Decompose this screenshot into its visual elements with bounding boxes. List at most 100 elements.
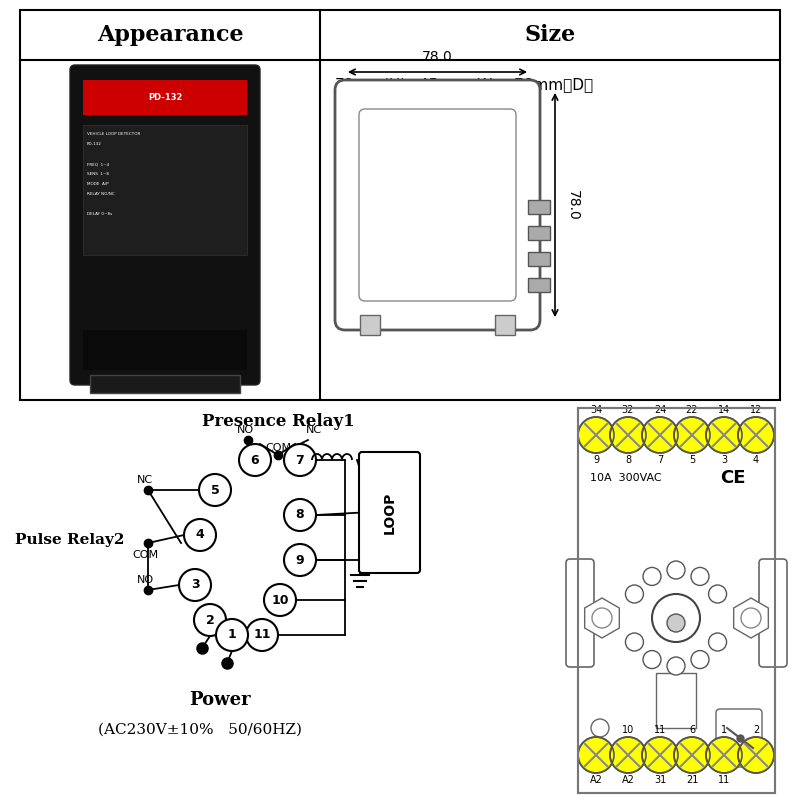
Text: COM: COM [265, 443, 291, 453]
Text: COM: COM [132, 550, 158, 560]
FancyBboxPatch shape [79, 74, 251, 376]
Text: 4: 4 [753, 455, 759, 465]
Text: 2: 2 [206, 614, 214, 626]
Text: 3: 3 [190, 578, 199, 591]
Circle shape [626, 633, 643, 651]
Text: 2: 2 [753, 725, 759, 735]
Text: 11: 11 [654, 725, 666, 735]
FancyBboxPatch shape [359, 452, 420, 573]
Text: Presence Relay1: Presence Relay1 [202, 414, 354, 430]
Text: Pulse Relay2: Pulse Relay2 [15, 533, 124, 547]
Circle shape [184, 519, 216, 551]
Circle shape [578, 737, 614, 773]
Circle shape [652, 594, 700, 642]
Text: MODE  A/P: MODE A/P [87, 182, 109, 186]
Text: 9: 9 [593, 455, 599, 465]
Circle shape [667, 561, 685, 579]
Circle shape [642, 417, 678, 453]
FancyBboxPatch shape [359, 109, 516, 301]
Text: A2: A2 [590, 775, 602, 785]
Circle shape [610, 737, 646, 773]
Text: 7: 7 [657, 455, 663, 465]
Text: NC: NC [306, 425, 322, 435]
Text: 5: 5 [210, 483, 219, 497]
Circle shape [667, 657, 685, 675]
Text: 9: 9 [296, 554, 304, 566]
Circle shape [216, 619, 248, 651]
Text: 32: 32 [622, 405, 634, 415]
Bar [578, 408, 775, 793]
Text: 34: 34 [590, 405, 602, 415]
Text: RELAY NO/NC: RELAY NO/NC [87, 192, 114, 196]
Bar [20, 10, 780, 400]
Circle shape [691, 650, 709, 669]
Text: 10: 10 [622, 725, 634, 735]
Text: Size: Size [524, 24, 576, 46]
Text: VEHICLE LOOP DETECTOR: VEHICLE LOOP DETECTOR [87, 132, 140, 136]
Text: A2: A2 [622, 775, 634, 785]
Circle shape [592, 608, 612, 628]
Circle shape [179, 569, 211, 601]
Text: 6: 6 [689, 725, 695, 735]
Text: PD-132: PD-132 [148, 93, 182, 102]
Circle shape [264, 584, 296, 616]
Circle shape [591, 719, 609, 737]
Circle shape [667, 614, 685, 632]
Text: 14: 14 [718, 405, 730, 415]
Text: 21: 21 [686, 775, 698, 785]
Circle shape [674, 737, 710, 773]
Text: SENS  1~8: SENS 1~8 [87, 172, 109, 176]
Bar [83, 330, 247, 370]
Bar [528, 200, 550, 214]
Text: 10A  300VAC: 10A 300VAC [590, 473, 662, 483]
Circle shape [284, 544, 316, 576]
Bar [528, 252, 550, 266]
Text: 5: 5 [689, 455, 695, 465]
Circle shape [738, 737, 774, 773]
Text: (AC230V±10%   50/60HZ): (AC230V±10% 50/60HZ) [98, 723, 302, 737]
Circle shape [738, 417, 774, 453]
Circle shape [626, 585, 643, 603]
Text: 31: 31 [654, 775, 666, 785]
Circle shape [691, 567, 709, 586]
Bar [528, 278, 550, 292]
Text: 8: 8 [296, 509, 304, 522]
Circle shape [706, 417, 742, 453]
Circle shape [239, 444, 271, 476]
Text: NO: NO [137, 575, 154, 585]
Text: 78mm(H)×45mm（W）×78mm（D）: 78mm(H)×45mm（W）×78mm（D） [335, 78, 594, 93]
Circle shape [642, 737, 678, 773]
Bar [656, 673, 696, 728]
Circle shape [610, 417, 646, 453]
FancyBboxPatch shape [335, 80, 540, 330]
Circle shape [194, 604, 226, 636]
Text: 4: 4 [196, 529, 204, 542]
Circle shape [741, 608, 761, 628]
Text: Power: Power [189, 691, 251, 709]
Circle shape [643, 567, 661, 586]
Text: 8: 8 [625, 455, 631, 465]
Bar [495, 315, 515, 335]
Text: 78.0: 78.0 [566, 190, 580, 220]
FancyBboxPatch shape [70, 65, 260, 385]
Text: LOOP: LOOP [382, 491, 397, 534]
Text: NO: NO [237, 425, 254, 435]
Circle shape [709, 633, 726, 651]
Text: FREQ  1~4: FREQ 1~4 [87, 162, 109, 166]
Text: 22: 22 [686, 405, 698, 415]
FancyBboxPatch shape [716, 709, 762, 767]
Text: 7: 7 [296, 454, 304, 466]
Text: NC: NC [137, 475, 153, 485]
Text: 12: 12 [750, 405, 762, 415]
Circle shape [706, 737, 742, 773]
Text: 3: 3 [721, 455, 727, 465]
Text: 78.0: 78.0 [422, 50, 453, 64]
Circle shape [674, 417, 710, 453]
Bar [83, 125, 247, 255]
Circle shape [284, 444, 316, 476]
Bar [528, 226, 550, 240]
Text: 1: 1 [721, 725, 727, 735]
Text: PD-132: PD-132 [87, 142, 102, 146]
Text: 1: 1 [228, 629, 236, 642]
Circle shape [246, 619, 278, 651]
